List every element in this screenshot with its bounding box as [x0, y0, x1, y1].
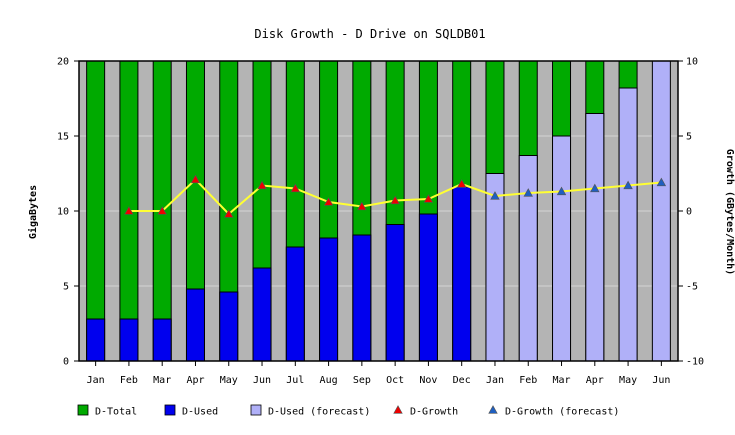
- y2-tick-label: 5: [686, 132, 692, 143]
- legend-label-d-growth-forecast: D-Growth (forecast): [505, 407, 619, 418]
- legend-label-d-used-forecast: D-Used (forecast): [268, 407, 370, 418]
- point-d-growth-forecast: [590, 183, 600, 193]
- y2-tick-label: 0: [686, 207, 692, 218]
- legend-label-d-growth: D-Growth: [410, 407, 458, 418]
- x-tick-label: Jul: [286, 375, 304, 386]
- bar-d-used-forecast: [585, 113, 605, 362]
- x-tick-label: Apr: [186, 375, 204, 386]
- point-d-growth: [456, 179, 467, 188]
- y2-axis-label: Growth (GBytes/Month): [724, 149, 735, 275]
- x-tick-label: Mar: [153, 375, 171, 386]
- x-tick-label: Jan: [486, 375, 504, 386]
- x-tick-label: Apr: [586, 375, 604, 386]
- point-d-growth: [423, 194, 434, 203]
- x-tick-label: Mar: [552, 375, 570, 386]
- bar-d-used: [252, 267, 272, 362]
- bar-d-used-forecast: [518, 155, 538, 362]
- bar-d-used: [185, 288, 205, 362]
- bar-d-used-forecast: [485, 173, 505, 362]
- bar-d-used: [285, 246, 305, 362]
- bar-d-used: [319, 237, 339, 362]
- legend-label-d-total: D-Total: [95, 407, 137, 418]
- chart-title: Disk Growth - D Drive on SQLDB01: [254, 27, 485, 41]
- y2-tick-label: 10: [686, 57, 698, 68]
- point-d-growth: [390, 195, 400, 205]
- point-d-growth: [190, 174, 201, 184]
- bar-d-used: [219, 291, 239, 362]
- bar-d-used: [385, 224, 405, 362]
- point-d-growth-forecast: [656, 177, 667, 187]
- y-tick-label: 10: [57, 207, 69, 218]
- point-d-growth: [357, 201, 367, 211]
- plot-area: 0 5 10 15 20 -10 -5 0 5 10 Jan Feb Mar Apr May Jun Jul Au…: [57, 57, 704, 387]
- bar-d-used-forecast: [651, 60, 671, 362]
- y2-tick-label: -10: [686, 357, 704, 368]
- legend-label-d-used: D-Used: [182, 407, 218, 418]
- point-d-growth: [224, 209, 234, 218]
- point-d-growth: [157, 206, 167, 215]
- point-d-growth: [290, 183, 301, 193]
- x-tick-label: Feb: [120, 375, 138, 386]
- bar-d-used: [418, 213, 438, 362]
- bar-d-used: [152, 318, 172, 362]
- point-d-growth: [257, 180, 267, 190]
- point-d-growth: [124, 206, 134, 215]
- y-tick-label: 5: [63, 282, 69, 293]
- x-tick-label: Jun: [253, 375, 271, 386]
- legend-swatch-d-growth-forecast: [488, 405, 498, 414]
- bar-d-total: [86, 60, 106, 362]
- legend-swatch-d-used-forecast: [250, 404, 262, 416]
- point-d-growth: [323, 197, 334, 206]
- x-tick-label: Aug: [320, 375, 338, 386]
- y-tick-label: 15: [57, 132, 69, 143]
- x-tick-label: Dec: [453, 375, 471, 386]
- x-tick-label: Feb: [519, 375, 537, 386]
- y-axis-label: GigaBytes: [27, 185, 39, 239]
- y-tick-label: 0: [63, 357, 69, 368]
- point-d-growth-forecast: [623, 180, 633, 190]
- x-tick-label: May: [220, 375, 238, 386]
- point-d-growth-forecast: [523, 188, 533, 197]
- point-d-growth-forecast: [490, 191, 500, 200]
- legend-swatch-d-total: [77, 404, 89, 416]
- point-d-growth-forecast: [556, 186, 567, 196]
- x-tick-label: May: [619, 375, 637, 386]
- bar-d-used: [86, 318, 106, 362]
- x-tick-label: Nov: [419, 375, 437, 386]
- x-tick-label: Jan: [87, 375, 105, 386]
- x-tick-label: Sep: [353, 375, 371, 386]
- bar-d-used-forecast: [618, 87, 638, 362]
- x-tick-label: Oct: [386, 375, 404, 386]
- bar-d-used: [452, 186, 472, 362]
- y2-tick-label: -5: [686, 282, 698, 293]
- legend: D-Total D-Used D-Used (forecast) D-Growth D-…: [77, 404, 619, 418]
- y-tick-label: 20: [57, 57, 69, 68]
- bar-d-used-forecast: [552, 135, 572, 362]
- x-tick-label: Jun: [652, 375, 670, 386]
- bar-d-used: [119, 318, 139, 362]
- legend-swatch-d-used: [164, 404, 176, 416]
- legend-swatch-d-growth: [393, 405, 403, 414]
- bar-d-used: [352, 234, 372, 362]
